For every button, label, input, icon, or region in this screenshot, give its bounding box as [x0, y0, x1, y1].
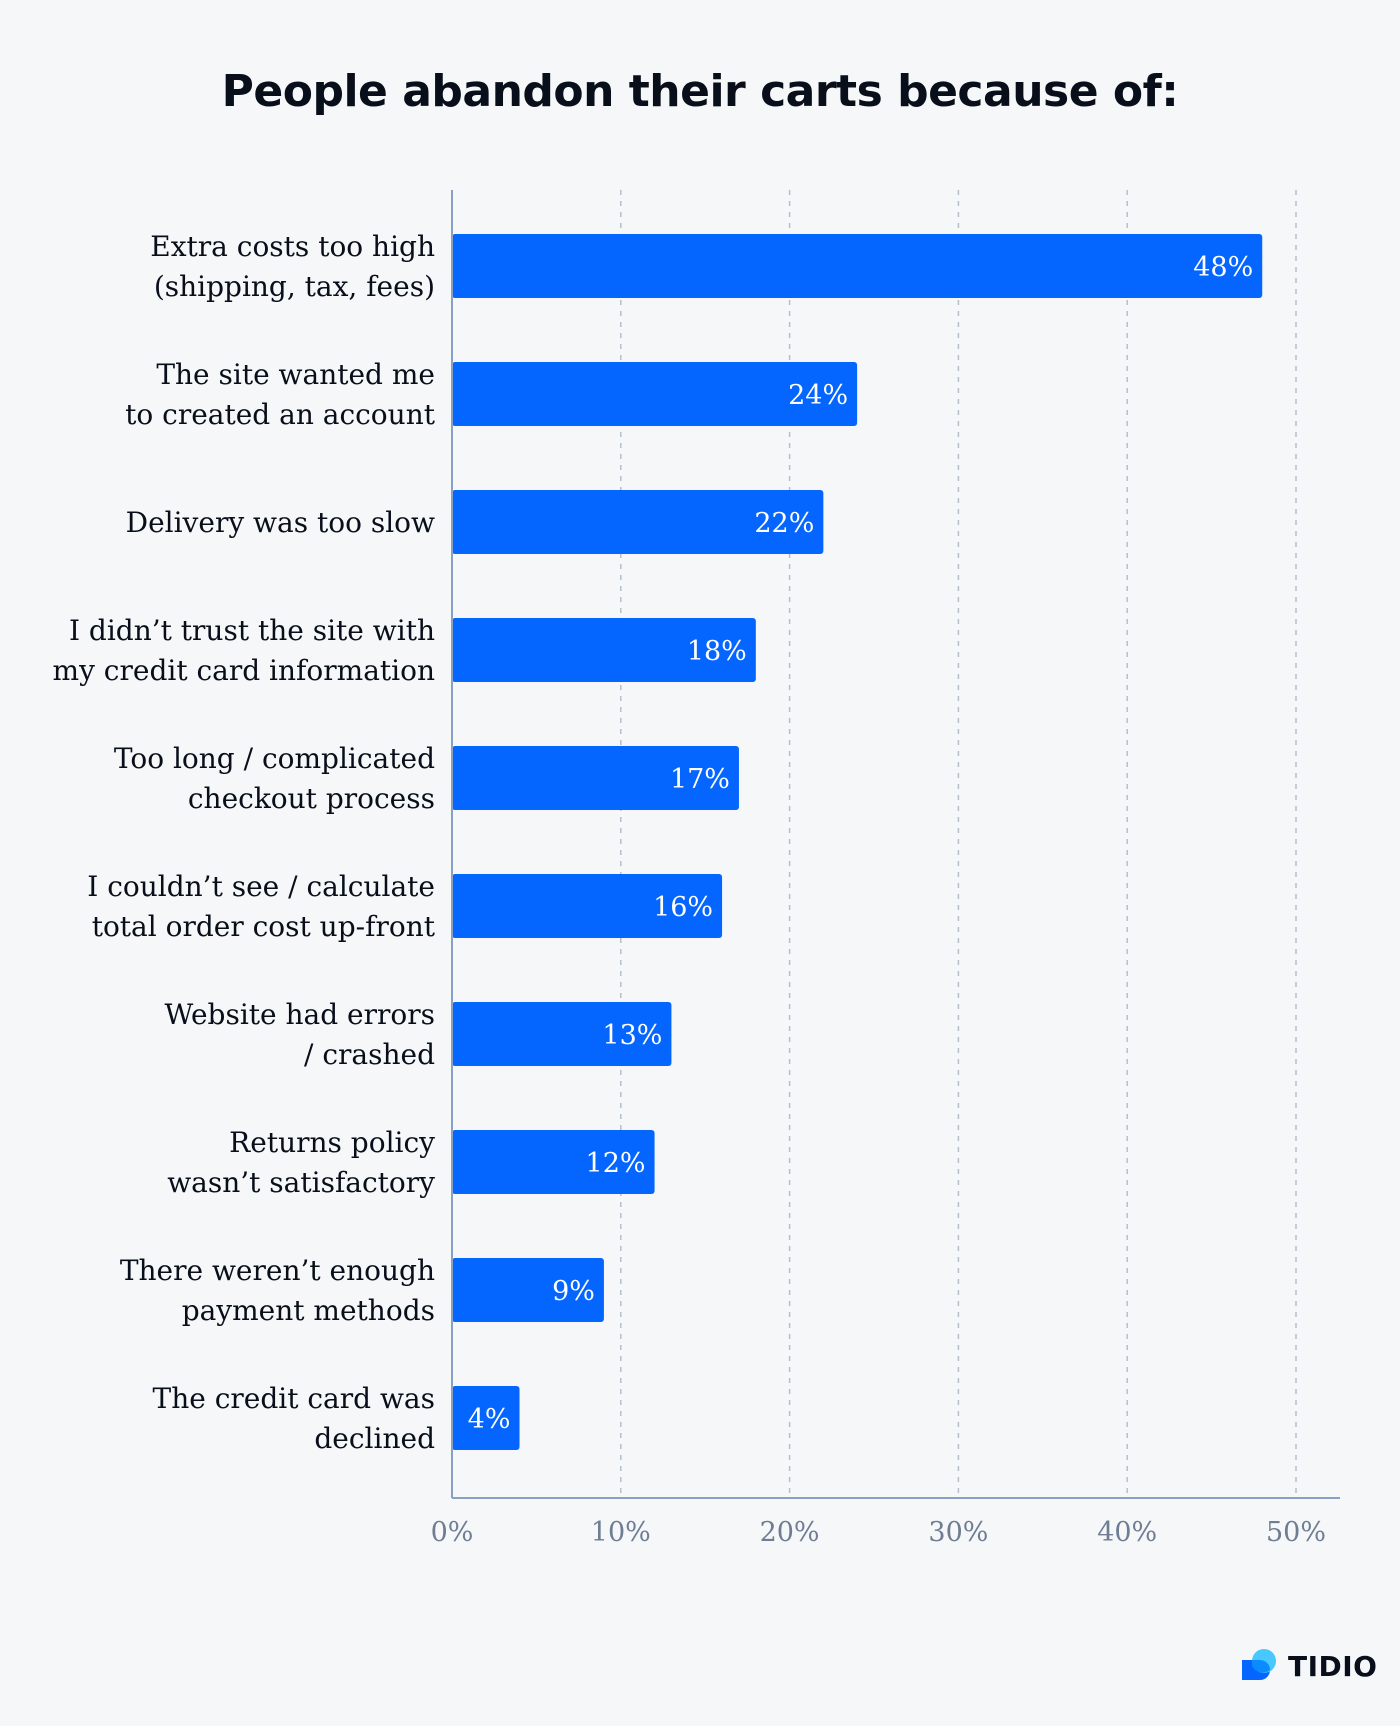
bar-value-label: 9%: [552, 1276, 595, 1307]
bar-value-label: 18%: [687, 636, 747, 667]
bar: [452, 490, 824, 554]
bar: [452, 618, 756, 682]
bar: [452, 874, 723, 938]
bar: [452, 1130, 655, 1194]
x-tick-label: 40%: [1097, 1517, 1157, 1548]
category-label: Delivery was too slow: [126, 506, 435, 539]
bars: [452, 234, 1263, 1450]
bar-value-label: 24%: [788, 380, 848, 411]
bar: [452, 362, 858, 426]
bar: [452, 1386, 520, 1450]
tidio-logo-icon: [1238, 1646, 1278, 1686]
category-label: Extra costs too high (shipping, tax, fees…: [150, 230, 435, 303]
category-label: The site wanted me to created an account: [125, 358, 436, 431]
x-tick-label: 10%: [591, 1517, 651, 1548]
bar-value-label: 13%: [602, 1020, 662, 1051]
bar-value-label: 48%: [1193, 252, 1253, 283]
bar-value-label: 16%: [653, 892, 713, 923]
chart-title: People abandon their carts because of:: [221, 66, 1179, 117]
x-tick-label: 30%: [928, 1517, 988, 1548]
category-label: There weren’t enough payment methods: [120, 1254, 435, 1327]
brand-logo: TIDIO: [1238, 1646, 1377, 1686]
bar-value-label: 22%: [754, 508, 814, 539]
category-label: Too long / complicated checkout process: [114, 742, 435, 815]
x-tick-label: 20%: [760, 1517, 820, 1548]
category-label: I didn’t trust the site with my credit ca…: [53, 614, 435, 687]
bar: [452, 1002, 672, 1066]
x-tick-label: 0%: [431, 1517, 474, 1548]
bar: [452, 1258, 604, 1322]
category-label: I couldn’t see / calculate total order co…: [87, 870, 436, 943]
category-label: Returns policy wasn’t satisfactory: [167, 1126, 435, 1199]
bar-value-label: 12%: [586, 1148, 646, 1179]
bar: [452, 234, 1263, 298]
bar-value-label: 4%: [468, 1404, 511, 1435]
bar: [452, 746, 739, 810]
axes: [451, 190, 1340, 1499]
category-label: The credit card was declined: [153, 1382, 436, 1455]
brand-name: TIDIO: [1288, 1649, 1378, 1683]
category-label: Website had errors / crashed: [164, 998, 435, 1071]
gridlines: [620, 190, 1297, 1498]
x-tick-label: 50%: [1266, 1517, 1326, 1548]
labels: 0% 10% 20% 30% 40% 50% 48% Extra costs too high…: [53, 230, 1326, 1548]
bar-value-label: 17%: [670, 764, 730, 795]
